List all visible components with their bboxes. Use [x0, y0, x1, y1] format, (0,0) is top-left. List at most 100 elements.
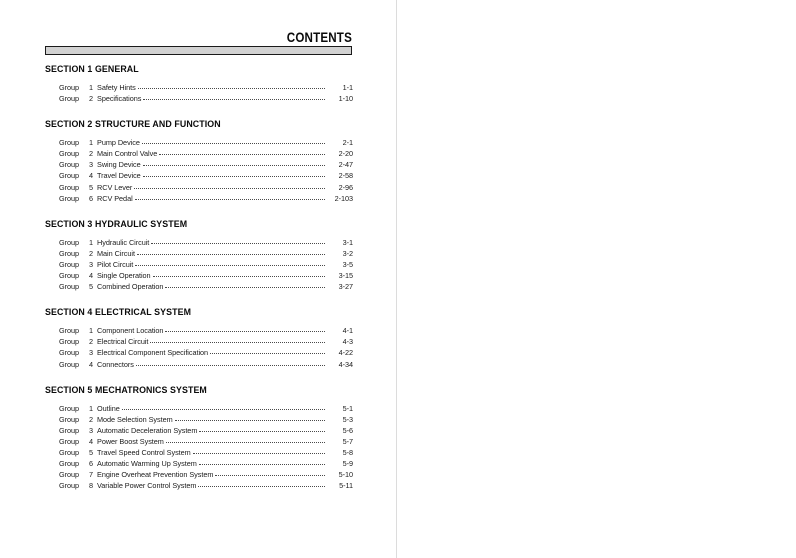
toc-entry[interactable]: Group 2 Mode Selection System 5-3: [59, 414, 353, 425]
page-gutter-divider: [396, 0, 397, 558]
dot-leader: [135, 260, 327, 267]
toc-entry[interactable]: Group 1 Outline 5-1: [59, 403, 353, 414]
page-number: 2-58: [338, 171, 353, 181]
toc-entry[interactable]: Group 7 Engine Overheat Prevention System 5…: [59, 469, 353, 480]
page-number: 5-9: [342, 459, 353, 469]
group-word: Group: [59, 237, 80, 247]
toc-entry[interactable]: Group 8 Variable Power Control System 5-11: [59, 480, 353, 491]
toc-entry[interactable]: Group 4 Power Boost System 5-7: [59, 436, 353, 447]
group-title: Outline: [97, 403, 120, 413]
dot-leader: [150, 337, 327, 344]
toc-entry[interactable]: Group 5 Combined Operation 3-27: [59, 281, 353, 292]
toc-entry[interactable]: Group 5 Travel Speed Control System 5-8: [59, 447, 353, 458]
group-title: Swing Device: [97, 160, 141, 170]
left-page: CONTENTS SECTION 1 GENERAL Group 1 Safety H…: [0, 0, 397, 558]
page-number: 2-20: [338, 149, 353, 159]
page-number: 3-27: [338, 282, 353, 292]
group-number: 8: [88, 481, 93, 491]
toc-entry[interactable]: Group 2 Main Circuit 3-2: [59, 248, 353, 259]
page-number: 4-1: [342, 326, 353, 336]
toc-entry[interactable]: Group 3 Swing Device 2-47: [59, 159, 353, 170]
group-title: Pilot Circuit: [97, 259, 134, 269]
group-word: Group: [59, 83, 80, 92]
dot-leader: [174, 415, 327, 422]
group-title: Travel Device: [97, 171, 141, 181]
group-word: Group: [59, 326, 80, 336]
page-number: 3-15: [338, 271, 353, 281]
dot-leader: [165, 326, 327, 333]
group-word: Group: [59, 348, 80, 358]
group-word: Group: [59, 414, 80, 424]
group-number: 3: [88, 425, 93, 435]
page-number: 3-5: [342, 259, 353, 269]
group-title: Connectors: [97, 359, 134, 369]
group-number: 1: [88, 83, 93, 92]
toc-entry[interactable]: Group 6 Automatic Warming Up System 5-9: [59, 458, 353, 469]
toc-entry[interactable]: Group 3 Electrical Component Specification…: [59, 347, 353, 358]
group-word: Group: [59, 359, 80, 369]
group-title: Component Location: [97, 326, 164, 336]
toc-entry[interactable]: Group 5 RCV Lever 2-96: [59, 182, 353, 193]
dot-leader: [143, 94, 327, 101]
toc-entry[interactable]: Group 4 Travel Device 2-58: [59, 170, 353, 181]
group-word: Group: [59, 481, 80, 491]
dot-leader: [142, 171, 327, 178]
group-number: 6: [88, 459, 93, 469]
group-word: Group: [59, 470, 80, 480]
group-title: Automatic Deceleration System: [97, 425, 198, 435]
group-word: Group: [59, 259, 80, 269]
dot-leader: [152, 271, 327, 278]
page-title: CONTENTS: [286, 30, 352, 45]
toc-section: SECTION 5 MECHATRONICS SYSTEM Group 1 Outli…: [45, 378, 353, 492]
toc-entry[interactable]: Group 1 Safety Hints 1-1: [59, 82, 353, 93]
toc-entry[interactable]: Group 1 Component Location 4-1: [59, 325, 353, 336]
section-heading: SECTION 1 GENERAL: [45, 64, 139, 75]
page-number: 2-1: [342, 138, 353, 148]
group-number: 3: [88, 348, 93, 358]
group-word: Group: [59, 248, 80, 258]
toc-entry[interactable]: Group 1 Pump Device 2-1: [59, 137, 353, 148]
group-word: Group: [59, 459, 80, 469]
dot-leader: [198, 459, 327, 466]
page-number: 5-7: [342, 436, 353, 446]
toc-entry[interactable]: Group 6 RCV Pedal 2-103: [59, 193, 353, 204]
group-word: Group: [59, 337, 80, 347]
dot-leader: [141, 138, 327, 145]
dot-leader: [165, 437, 327, 444]
dot-leader: [198, 481, 327, 488]
toc-entry[interactable]: Group 2 Main Control Valve 2-20: [59, 148, 353, 159]
group-title: Safety Hints: [97, 83, 136, 92]
group-number: 2: [88, 414, 93, 424]
toc-entry[interactable]: Group 4 Connectors 4-34: [59, 359, 353, 370]
dot-leader: [134, 183, 327, 190]
group-title: Variable Power Control System: [97, 481, 197, 491]
dot-leader: [215, 470, 327, 477]
group-number: 5: [88, 282, 93, 292]
toc-entry[interactable]: Group 4 Single Operation 3-15: [59, 270, 353, 281]
section-heading: SECTION 4 ELECTRICAL SYSTEM: [45, 307, 192, 319]
right-page: Group9Attachment Flow Control System5-12…: [397, 0, 796, 558]
page-number: 5-11: [339, 481, 353, 491]
group-word: Group: [59, 138, 80, 148]
group-title: Main Circuit: [97, 248, 135, 258]
toc-entry[interactable]: Group 3 Automatic Deceleration System 5-6: [59, 425, 353, 436]
toc-entry[interactable]: Group 2 Electrical Circuit 4-3: [59, 336, 353, 347]
page-number: 4-3: [342, 337, 353, 347]
group-number: 2: [88, 149, 93, 159]
toc-section: SECTION 2 STRUCTURE AND FUNCTION Group 1 Pu…: [45, 112, 353, 204]
toc-entry[interactable]: Group 3 Pilot Circuit 3-5: [59, 259, 353, 270]
group-number: 1: [88, 403, 93, 413]
toc-entry[interactable]: Group 1 Hydraulic Circuit 3-1: [59, 237, 353, 248]
group-title: Hydraulic Circuit: [97, 237, 150, 247]
group-number: 4: [88, 359, 93, 369]
group-word: Group: [59, 436, 80, 446]
toc-entry[interactable]: Group 2 Specifications 1-10: [59, 93, 353, 104]
group-word: Group: [59, 282, 80, 292]
group-number: 3: [88, 259, 93, 269]
group-list: Group 1 Component Location 4-1 Group 2 Electri…: [45, 325, 353, 369]
group-title: Single Operation: [97, 271, 151, 281]
group-title: Engine Overheat Prevention System: [97, 470, 214, 480]
dot-leader: [142, 160, 327, 167]
dot-leader: [137, 83, 327, 90]
